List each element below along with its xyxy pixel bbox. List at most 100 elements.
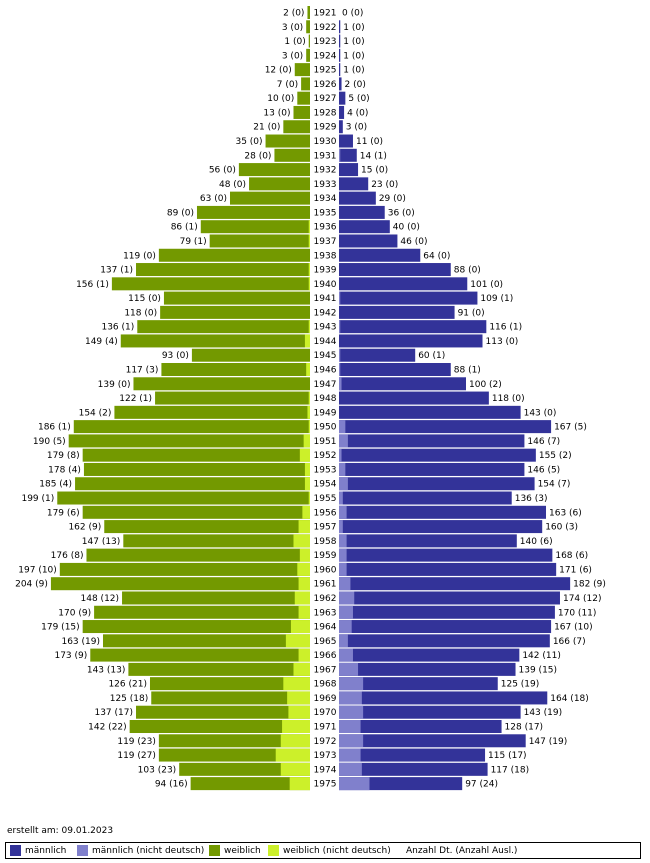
bar-female-1966 <box>90 648 310 662</box>
label-female-1928: 13 (0) <box>263 108 290 118</box>
label-male-1935: 36 (0) <box>388 208 415 218</box>
bar-male-1975 <box>339 777 463 791</box>
legend-item-female-foreign: weiblich (nicht deutsch) <box>268 845 391 857</box>
bar-male-1958 <box>339 534 517 548</box>
legend-note: Anzahl Dt. (Anzahl Ausl.) <box>406 846 518 856</box>
bar-male-1960 <box>339 562 557 576</box>
label-male-1939: 88 (0) <box>454 266 481 276</box>
year-label-1962: 1962 <box>314 594 337 604</box>
bar-male-1944 <box>339 334 483 348</box>
bar-female-1924 <box>306 48 310 62</box>
bar-male-foreign-1951 <box>339 434 348 448</box>
label-male-1956: 163 (6) <box>549 508 582 518</box>
label-female-1934: 63 (0) <box>200 194 227 204</box>
legend: männlich männlich (nicht deutsch) weibli… <box>5 842 641 859</box>
year-label-1959: 1959 <box>314 551 337 561</box>
bar-male-foreign-1963 <box>339 605 353 619</box>
bar-female-1935 <box>196 205 310 219</box>
bar-male-foreign-1952 <box>339 448 342 462</box>
legend-label-female-foreign: weiblich (nicht deutsch) <box>283 846 391 856</box>
bar-male-1971 <box>339 720 502 733</box>
bar-male-1972 <box>339 734 526 748</box>
bar-male-foreign-1960 <box>339 562 347 576</box>
bar-male-1948 <box>339 391 489 405</box>
year-label-1944: 1944 <box>314 337 337 347</box>
label-female-1953: 178 (4) <box>48 465 81 475</box>
bar-female-1948 <box>155 391 310 405</box>
label-female-1944: 149 (4) <box>85 337 118 347</box>
year-label-1922: 1922 <box>314 23 337 33</box>
label-male-1952: 155 (2) <box>539 451 572 461</box>
label-male-1970: 143 (19) <box>524 708 563 718</box>
bar-male-foreign-1968 <box>339 677 364 691</box>
year-label-1937: 1937 <box>314 237 337 247</box>
label-female-1929: 21 (0) <box>253 123 280 133</box>
bar-male-1923 <box>339 34 341 48</box>
bar-male-1946 <box>339 363 451 376</box>
bar-female-foreign-1963 <box>298 605 310 619</box>
year-label-1929: 1929 <box>314 123 337 133</box>
bar-female-foreign-1948 <box>308 391 310 405</box>
label-male-1945: 60 (1) <box>418 351 445 361</box>
bar-female-foreign-1959 <box>299 548 310 562</box>
bar-female-1928 <box>293 105 310 119</box>
bar-male-foreign-1954 <box>339 477 348 491</box>
bar-female-foreign-1958 <box>293 534 310 548</box>
legend-item-male-foreign: männlich (nicht deutsch) <box>77 845 204 857</box>
bar-male-1928 <box>339 105 345 119</box>
bar-male-1953 <box>339 462 525 476</box>
bar-female-1972 <box>158 734 310 748</box>
bar-male-1945 <box>339 348 416 362</box>
legend-swatch-male-foreign <box>77 845 88 856</box>
year-label-1960: 1960 <box>314 565 337 575</box>
bar-male-1961 <box>339 577 571 591</box>
bar-female-1921 <box>307 6 310 19</box>
year-label-1927: 1927 <box>314 94 337 104</box>
year-label-1928: 1928 <box>314 108 337 118</box>
year-label-1953: 1953 <box>314 465 337 475</box>
bar-female-1945 <box>191 348 310 362</box>
year-label-1965: 1965 <box>314 637 337 647</box>
bar-male-foreign-1953 <box>339 462 346 476</box>
bar-male-1954 <box>339 477 535 491</box>
bar-male-foreign-1946 <box>339 363 341 376</box>
year-label-1932: 1932 <box>314 166 337 176</box>
label-male-1922: 1 (0) <box>343 23 364 33</box>
label-male-1955: 136 (3) <box>515 494 548 504</box>
bar-female-1933 <box>249 177 310 191</box>
year-label-1941: 1941 <box>314 294 337 304</box>
year-label-1933: 1933 <box>314 180 337 190</box>
bar-female-1929 <box>283 120 310 134</box>
created-date: erstellt am: 09.01.2023 <box>7 826 114 836</box>
year-label-1935: 1935 <box>314 208 337 218</box>
bar-female-1936 <box>200 220 310 234</box>
label-male-1947: 100 (2) <box>469 380 502 390</box>
label-male-1946: 88 (1) <box>454 366 481 376</box>
year-label-1967: 1967 <box>314 665 337 675</box>
label-male-1964: 167 (10) <box>554 623 593 633</box>
label-female-1946: 117 (3) <box>126 366 159 376</box>
label-male-1937: 46 (0) <box>400 237 427 247</box>
bar-male-1934 <box>339 191 376 205</box>
bar-female-1974 <box>179 762 310 776</box>
label-male-1926: 2 (0) <box>345 80 366 90</box>
label-male-1969: 164 (18) <box>550 694 589 704</box>
bar-female-1941 <box>163 291 310 305</box>
bar-female-1938 <box>158 248 310 262</box>
label-male-1931: 14 (1) <box>360 151 387 161</box>
bar-female-1939 <box>136 263 310 277</box>
year-label-1964: 1964 <box>314 623 337 633</box>
label-male-1962: 174 (12) <box>563 594 602 604</box>
bar-female-1925 <box>294 63 310 77</box>
label-female-1930: 35 (0) <box>235 137 262 147</box>
bar-male-foreign-1964 <box>339 620 352 634</box>
bar-male-1964 <box>339 620 552 634</box>
year-label-1956: 1956 <box>314 508 337 518</box>
label-male-1932: 15 (0) <box>361 166 388 176</box>
bar-female-foreign-1973 <box>275 748 310 762</box>
year-label-1970: 1970 <box>314 708 337 718</box>
label-female-1938: 119 (0) <box>123 251 156 261</box>
year-label-1925: 1925 <box>314 66 337 76</box>
label-male-1957: 160 (3) <box>545 523 578 533</box>
year-label-1950: 1950 <box>314 423 337 433</box>
